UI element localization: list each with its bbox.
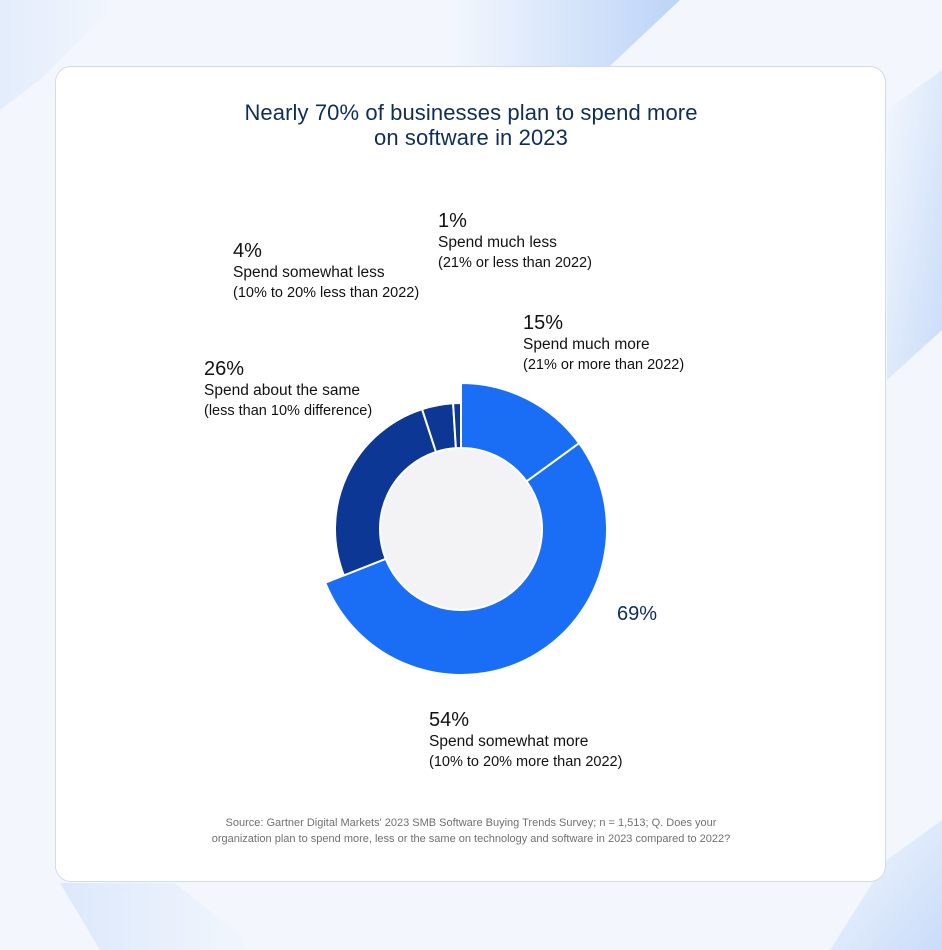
label-pct: 1% [438, 210, 467, 232]
label-pct: 26% [204, 358, 245, 380]
chart-title-line-1: Nearly 70% of businesses plan to spend m… [244, 100, 698, 125]
label-pct: 54% [429, 709, 470, 731]
chart-title: Nearly 70% of businesses plan to spend m… [0, 100, 942, 150]
label-name: Spend somewhat more [429, 733, 589, 750]
label-sub: (21% or less than 2022) [438, 255, 592, 271]
donut-slice-somewhat-more [324, 442, 608, 676]
source-line-2: organization plan to spend more, less or… [211, 833, 731, 845]
label-name: Spend much more [523, 336, 650, 353]
donut-slice-much-less [452, 402, 462, 450]
label-spend-somewhat-more: 54% Spend somewhat more (10% to 20% more… [429, 709, 622, 773]
label-name: Spend much less [438, 234, 557, 251]
label-sub: (less than 10% difference) [204, 403, 373, 419]
source-line-1: Source: Gartner Digital Markets' 2023 SM… [225, 817, 717, 829]
label-sub: (10% to 20% less than 2022) [233, 285, 420, 301]
label-name: Spend somewhat less [233, 264, 385, 281]
label-spend-much-less: 1% Spend much less (21% or less than 202… [438, 210, 592, 274]
label-sub: (21% or more than 2022) [523, 357, 685, 373]
chart-title-line-2: on software in 2023 [374, 125, 568, 150]
label-sub: (10% to 20% more than 2022) [429, 754, 623, 770]
label-pct: 15% [523, 312, 564, 334]
source-note: Source: Gartner Digital Markets' 2023 SM… [0, 815, 942, 847]
label-spend-much-more: 15% Spend much more (21% or more than 20… [523, 312, 684, 376]
label-spend-about-same: 26% Spend about the same (less than 10% … [204, 358, 372, 422]
label-pct: 4% [233, 240, 262, 262]
label-name: Spend about the same [204, 382, 360, 399]
donut-center [381, 449, 541, 609]
donut-slice-about-same [334, 408, 437, 577]
total-spend-more-label: 69% [617, 603, 658, 625]
label-spend-somewhat-less: 4% Spend somewhat less (10% to 20% less … [233, 240, 419, 304]
